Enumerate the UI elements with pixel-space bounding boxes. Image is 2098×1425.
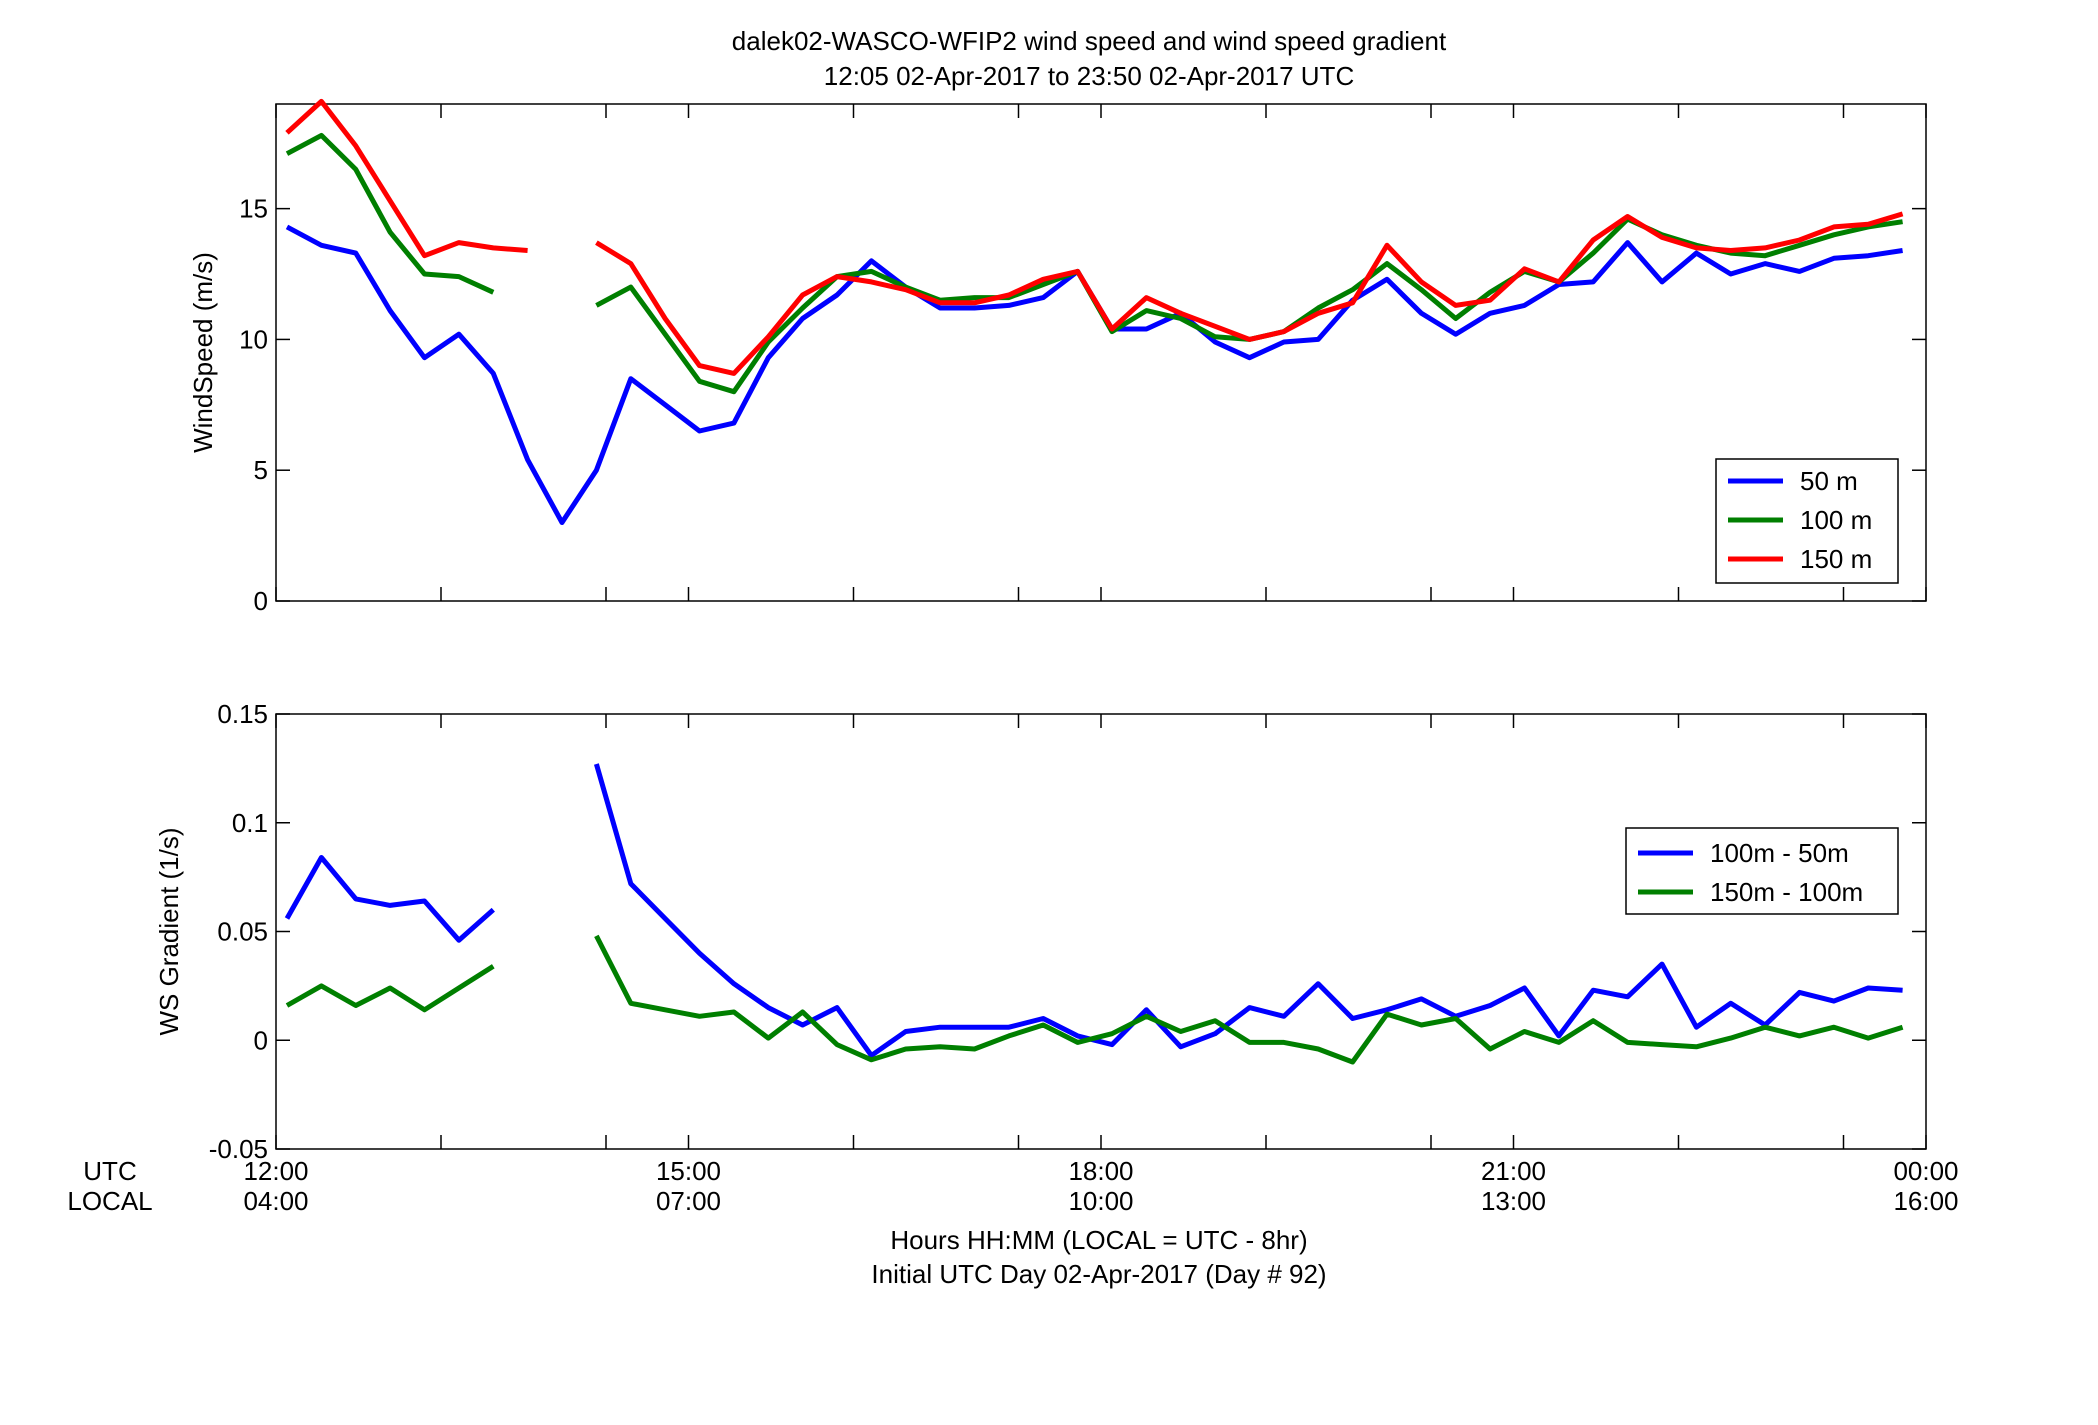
series-line-1: [284, 763, 1903, 1058]
wind-speed-panel: 0 5 10 15 WindSpeed (m/s) 50 m 100 m 150 m: [188, 98, 1927, 616]
y-tick-label: 15: [239, 194, 268, 224]
y-tick-label: 0.05: [217, 917, 268, 947]
legend-label: 100m - 50m: [1710, 838, 1849, 868]
legend-label: 100 m: [1800, 505, 1872, 535]
legend: 100m - 50m 150m - 100m: [1625, 827, 1899, 915]
x-tick-label-local: 10:00: [1068, 1186, 1133, 1216]
y-axis-label: WS Gradient (1/s): [154, 827, 184, 1035]
chart-title: dalek02-WASCO-WFIP2 wind speed and wind …: [732, 26, 1447, 56]
series-line-3: [285, 98, 1904, 376]
utc-row-label: UTC: [83, 1156, 136, 1186]
local-row-label: LOCAL: [67, 1186, 152, 1216]
y-tick-label: 0.1: [232, 808, 268, 838]
x-tick-label-utc: 12:00: [243, 1156, 308, 1186]
series-line-2: [285, 934, 1904, 1065]
legend: 50 m 100 m 150 m: [1715, 458, 1899, 584]
y-tick-label: 10: [239, 324, 268, 354]
wind-gradient-panel: -0.05 0 0.05 0.1 0.15 WS Gradient (1/s) 100m -…: [154, 699, 1927, 1164]
x-tick-label-utc: 00:00: [1893, 1156, 1958, 1186]
x-tick-label-local: 07:00: [656, 1186, 721, 1216]
y-axis-label: WindSpeed (m/s): [188, 252, 218, 453]
y-tick-label: 0: [254, 586, 268, 616]
x-axis-label: Hours HH:MM (LOCAL = UTC - 8hr): [890, 1225, 1307, 1255]
y-tick-label: 5: [254, 455, 268, 485]
x-tick-label-local: 04:00: [243, 1186, 308, 1216]
x-tick-label-utc: 21:00: [1481, 1156, 1546, 1186]
x-axis-sublabel: Initial UTC Day 02-Apr-2017 (Day # 92): [871, 1259, 1326, 1289]
legend-label: 50 m: [1800, 466, 1858, 496]
x-tick-label-utc: 15:00: [656, 1156, 721, 1186]
y-tick-label: 0.15: [217, 699, 268, 729]
y-tick-label: 0: [254, 1025, 268, 1055]
legend-box: [1625, 827, 1899, 915]
x-axis-labels: UTC LOCAL Hours HH:MM (LOCAL = UTC - 8hr…: [67, 1156, 1958, 1289]
chart-subtitle: 12:05 02-Apr-2017 to 23:50 02-Apr-2017 U…: [824, 61, 1354, 91]
x-tick-label-local: 16:00: [1893, 1186, 1958, 1216]
x-tick-label-utc: 18:00: [1068, 1156, 1133, 1186]
legend-label: 150 m: [1800, 544, 1872, 574]
y-tick-label: -0.05: [209, 1134, 268, 1164]
x-tick-label-local: 13:00: [1481, 1186, 1546, 1216]
legend-label: 150m - 100m: [1710, 877, 1863, 907]
